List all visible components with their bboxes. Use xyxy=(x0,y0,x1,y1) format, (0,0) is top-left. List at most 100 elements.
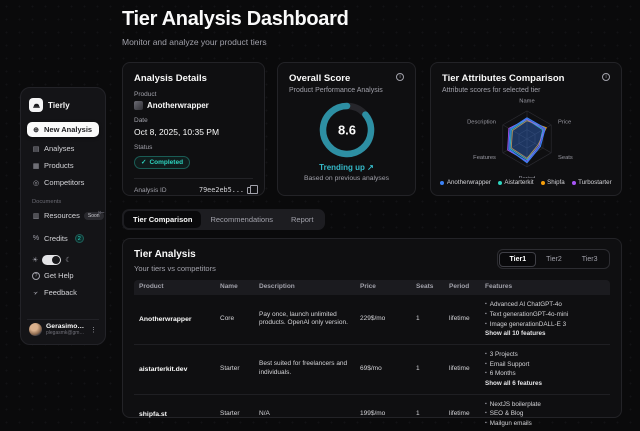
sidebar-item-competitors[interactable]: ◎ Competitors xyxy=(27,175,99,190)
info-icon[interactable]: i xyxy=(396,73,404,81)
page-title: Tier Analysis Dashboard xyxy=(122,8,349,30)
feature-item: NextJS boilerplate xyxy=(485,400,604,410)
nav-label: Resources xyxy=(44,211,80,220)
paper-plane-icon: ➢ xyxy=(32,288,41,298)
target-icon: ◎ xyxy=(32,179,40,187)
card-subtitle: Product Performance Analysis xyxy=(289,87,383,94)
features-list: Advanced AI ChatGPT-4o Text generationGP… xyxy=(485,300,604,329)
table-title: Tier Analysis xyxy=(134,249,196,260)
cell-period: lifetime xyxy=(449,314,470,322)
cell-name: Starter xyxy=(220,364,240,372)
analysis-id-row: Analysis ID 79ee2eb5... xyxy=(134,178,258,194)
tab-recommendations[interactable]: Recommendations xyxy=(210,215,273,224)
product-label: Product xyxy=(134,91,157,98)
feature-item: 6 Months xyxy=(485,369,604,379)
nav-label: Credits xyxy=(44,234,68,243)
tier3-button[interactable]: Tier3 xyxy=(581,255,598,263)
feature-item: Mailgun emails xyxy=(485,419,604,429)
feature-item: Text generationGPT-4o-mini xyxy=(485,310,604,320)
sidebar-item-products[interactable]: ▦ Products xyxy=(27,158,99,173)
tier-analysis-card: Tier Analysis Your tiers vs competitors … xyxy=(122,238,622,427)
legend-item: Turbostarter xyxy=(571,179,612,186)
sidebar-item-feedback[interactable]: ➢ Feedback xyxy=(27,285,99,300)
moon-icon: ☾ xyxy=(65,257,72,264)
info-icon[interactable]: i xyxy=(602,73,610,81)
sidebar-item-credits[interactable]: % Credits 2 xyxy=(27,231,99,246)
radar-legend: Anotherwrapper Aistarterkit Shipfa Turbo… xyxy=(440,179,612,186)
copy-icon[interactable] xyxy=(247,185,258,194)
sidebar-item-analyses[interactable]: ▤ Analyses xyxy=(27,141,99,156)
legend-dot xyxy=(440,180,445,185)
score-value: 8.6 xyxy=(337,123,355,138)
trending-up-icon: ↗ xyxy=(367,163,374,172)
analysis-details-card: Analysis Details Product Anotherwrapper … xyxy=(122,62,265,196)
brand[interactable]: Tierly xyxy=(27,96,99,122)
plus-circle-icon: ⊕ xyxy=(33,126,39,134)
analysis-id-label: Analysis ID xyxy=(134,186,167,194)
theme-switch-row: ☀ ☾ xyxy=(27,252,99,268)
card-subtitle: Attribute scores for selected tier xyxy=(442,87,541,94)
card-title: Overall Score xyxy=(289,73,351,84)
features-list: NextJS boilerplate SEO & Blog Mailgun em… xyxy=(485,400,604,429)
tier1-button[interactable]: Tier1 xyxy=(499,251,537,267)
feature-item: Image generationDALL-E 3 xyxy=(485,320,604,330)
cell-features: NextJS boilerplate SEO & Blog Mailgun em… xyxy=(480,400,610,429)
tier-segmented-control: Tier1 Tier2 Tier3 xyxy=(496,249,610,269)
show-more-link[interactable]: Show all 6 features xyxy=(485,380,543,387)
kebab-menu-icon[interactable]: ⋮ xyxy=(90,326,97,334)
legend-label: Aistarterkit xyxy=(504,179,534,186)
cell-seats: 1 xyxy=(416,364,420,372)
cell-description: Best suited for freelancers and individu… xyxy=(259,360,348,377)
legend-item: Aistarterkit xyxy=(497,179,534,186)
status-badge: ✓ Completed xyxy=(134,155,191,169)
cell-seats: 1 xyxy=(416,314,420,322)
tab-report[interactable]: Report xyxy=(291,215,314,224)
user-email: plegasmk@gmail.c... xyxy=(46,330,86,336)
legend-dot xyxy=(540,180,545,185)
show-more-link[interactable]: Show all 10 features xyxy=(485,330,546,338)
card-title: Tier Attributes Comparison xyxy=(442,73,565,84)
legend-label: Turbostarter xyxy=(578,179,612,186)
nav-label: Feedback xyxy=(44,288,77,297)
user-profile[interactable]: Gerasimos ... plegasmk@gmail.c... ⋮ xyxy=(27,319,99,336)
col-name: Name xyxy=(220,283,238,291)
page-subtitle: Monitor and analyze your product tiers xyxy=(122,37,267,47)
col-period: Period xyxy=(449,283,470,291)
sidebar-item-resources[interactable]: ▥ Resources Soon xyxy=(27,208,104,223)
svg-text:Seats: Seats xyxy=(558,155,573,161)
tab-tier-comparison[interactable]: Tier Comparison xyxy=(124,211,202,228)
tier-table: Product Name Description Price Seats Per… xyxy=(134,280,610,431)
radar-chart: Name Price Seats Period Features Description xyxy=(467,99,573,178)
status-label: Status xyxy=(134,144,153,151)
cell-period: lifetime xyxy=(449,409,470,417)
trend-line: Trending up ↗ xyxy=(289,163,404,172)
col-seats: Seats xyxy=(416,283,434,291)
cell-name: Starter xyxy=(220,409,240,417)
sidebar-item-new-analysis[interactable]: ⊕ New Analysis xyxy=(27,122,99,137)
product-row: Anotherwrapper xyxy=(134,101,253,110)
svg-text:Name: Name xyxy=(519,99,534,105)
cell-product: Anotherwrapper xyxy=(139,315,192,323)
date-value: Oct 8, 2025, 10:35 PM xyxy=(134,127,220,137)
product-name: Anotherwrapper xyxy=(147,101,209,110)
trend-note: Based on previous analyses xyxy=(303,175,389,182)
cell-product: shipfa.st xyxy=(139,410,167,418)
cell-seats: 1 xyxy=(416,409,420,417)
table-row: shipfa.st Starter N/A 199$/mo 1 lifetime… xyxy=(134,395,610,431)
svg-text:Price: Price xyxy=(558,119,571,125)
overall-score-card: Overall Score i Product Performance Anal… xyxy=(277,62,416,196)
date-label: Date xyxy=(134,117,148,124)
nav-label: Analyses xyxy=(44,144,75,153)
table-row: aistarterkit.dev Starter Best suited for… xyxy=(134,345,610,395)
help-icon: ? xyxy=(32,271,40,280)
sidebar-collapse-icon[interactable]: ⇤ xyxy=(98,208,105,217)
box-grid-icon: ▦ xyxy=(32,162,40,170)
legend-item: Anotherwrapper xyxy=(440,179,491,186)
col-price: Price xyxy=(360,283,376,291)
theme-toggle[interactable] xyxy=(42,255,62,265)
feature-item: 3 Projects xyxy=(485,350,604,360)
sidebar-item-get-help[interactable]: ? Get Help xyxy=(27,268,99,283)
nav-label: Competitors xyxy=(44,178,85,187)
tier2-button[interactable]: Tier2 xyxy=(546,255,562,263)
